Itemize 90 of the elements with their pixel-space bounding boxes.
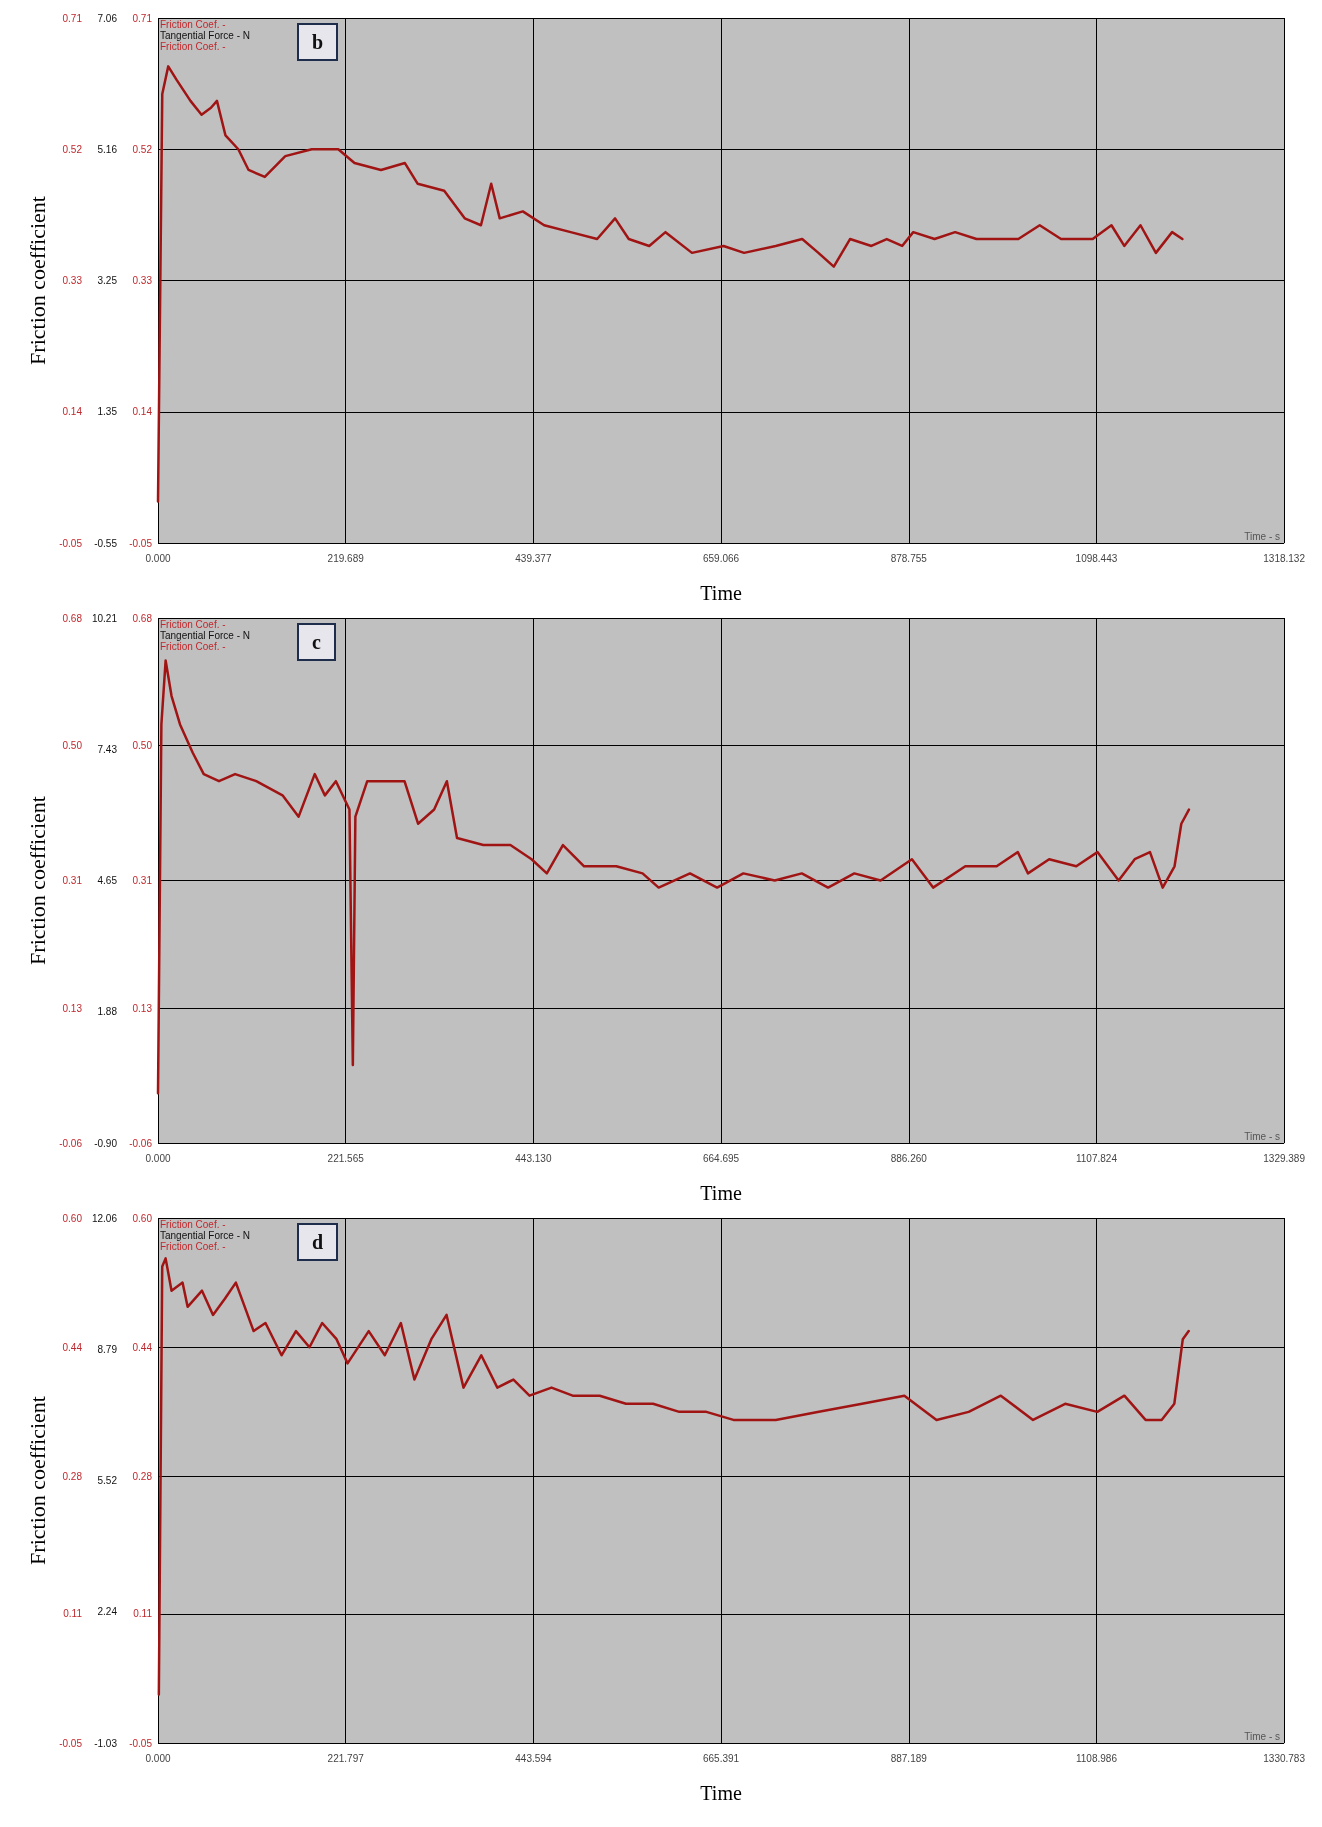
y-tick-label: 0.71	[62, 12, 83, 24]
y2-tick-label: 7.06	[97, 12, 118, 24]
y2-tick-label: 7.43	[97, 743, 118, 755]
y-tick-label: 0.50	[62, 740, 83, 752]
y-tick-label: 0.28	[62, 1470, 83, 1482]
y2-tick-label: 12.06	[91, 1212, 118, 1224]
x-tick-label: 1330.783	[1263, 1752, 1306, 1764]
text: c	[312, 631, 321, 653]
x-tick-label: 0.000	[145, 1752, 171, 1764]
y-tick-label: 0.13	[62, 1002, 83, 1014]
y-axis-title: Friction coefficient	[24, 1396, 50, 1565]
y3-tick-label: 0.52	[132, 143, 153, 155]
annotation: Tangential Force - N	[160, 29, 251, 41]
line-series	[156, 659, 1191, 1095]
y3-tick-label: 0.50	[132, 740, 153, 752]
y-tick-label: -0.06	[59, 1137, 83, 1149]
y-tick-label: 0.52	[62, 143, 83, 155]
y2-tick-label: -0.55	[94, 537, 118, 549]
y-tick-label: 0.31	[62, 875, 83, 886]
y3-tick-label: 0.60	[132, 1212, 153, 1224]
annotation: Time - s	[1244, 1730, 1281, 1742]
y2-tick-label: 2.24	[97, 1606, 118, 1618]
line-series	[157, 1257, 1190, 1696]
x-tick-label: 1108.986	[1075, 1752, 1118, 1764]
x-tick-label: 221.565	[327, 1152, 365, 1164]
y3-tick-label: 0.14	[132, 406, 153, 418]
y3-tick-label: -0.05	[129, 1737, 153, 1749]
x-tick-label: 665.391	[702, 1752, 740, 1764]
y2-tick-label: -1.03	[94, 1737, 118, 1749]
x-tick-label: 664.695	[703, 1152, 740, 1164]
y2-tick-label: 3.25	[97, 275, 118, 287]
y2-tick-label: 8.79	[97, 1343, 118, 1355]
x-axis-title: Time	[700, 1182, 742, 1204]
annotation: Friction Coef. -	[160, 640, 226, 652]
text: b	[312, 31, 324, 53]
annotation: Friction Coef. -	[160, 1218, 226, 1230]
x-tick-label: 0.000	[145, 1152, 171, 1164]
y-tick-label: 0.33	[62, 275, 83, 286]
annotation: Friction Coef. -	[160, 18, 226, 30]
x-tick-label: 886.260	[890, 1152, 928, 1164]
x-axis-title: Time	[700, 1782, 742, 1804]
y3-tick-label: 0.68	[132, 612, 153, 624]
y2-tick-label: -0.90	[94, 1137, 118, 1149]
x-tick-label: 443.130	[515, 1152, 552, 1164]
annotation: Time - s	[1244, 530, 1281, 542]
x-tick-label: 878.755	[890, 552, 928, 564]
y3-tick-label: 0.44	[132, 1341, 153, 1353]
y3-tick-label: 0.31	[132, 875, 153, 886]
y2-tick-label: 4.65	[97, 875, 118, 887]
x-tick-label: 0.000	[145, 552, 171, 564]
x-tick-label: 1329.389	[1263, 1152, 1306, 1164]
y-tick-label: 0.68	[62, 612, 83, 624]
annotation: Friction Coef. -	[160, 1240, 226, 1252]
y2-tick-label: 1.35	[97, 406, 118, 418]
x-tick-label: 219.689	[327, 552, 365, 564]
x-tick-label: 1107.824	[1075, 1152, 1118, 1164]
y2-tick-label: 5.52	[97, 1474, 118, 1486]
x-tick-label: 443.594	[515, 1752, 552, 1764]
x-tick-label: 221.797	[327, 1752, 365, 1764]
y-tick-label: -0.05	[59, 537, 83, 549]
y-tick-label: 0.44	[62, 1341, 83, 1353]
x-axis-title: Time	[700, 582, 742, 604]
x-tick-label: 887.189	[890, 1752, 928, 1764]
y3-tick-label: 0.11	[133, 1608, 153, 1620]
y-tick-label: 0.60	[62, 1212, 83, 1224]
text: d	[312, 1231, 324, 1253]
y2-tick-label: 10.21	[91, 612, 118, 624]
y-tick-label: 0.14	[62, 406, 83, 418]
y3-tick-label: 0.71	[132, 12, 153, 24]
x-tick-label: 1098.443	[1075, 552, 1118, 564]
y-axis-title: Friction coefficient	[24, 796, 50, 965]
line-series	[156, 65, 1184, 503]
x-tick-label: 439.377	[515, 552, 552, 564]
y-axis-title: Friction coefficient	[24, 196, 50, 365]
annotation: Time - s	[1244, 1130, 1281, 1142]
y-tick-label: 0.11	[63, 1608, 83, 1620]
annotation: Friction Coef. -	[160, 618, 226, 630]
y-tick-label: -0.05	[59, 1737, 83, 1749]
y3-tick-label: -0.05	[129, 537, 153, 549]
annotation: Friction Coef. -	[160, 40, 226, 52]
y3-tick-label: 0.33	[132, 275, 153, 286]
y2-tick-label: 5.16	[97, 143, 118, 155]
annotation: Tangential Force - N	[160, 629, 251, 641]
y3-tick-label: -0.06	[129, 1137, 153, 1149]
y3-tick-label: 0.13	[132, 1002, 153, 1014]
annotation: Tangential Force - N	[160, 1229, 251, 1241]
y3-tick-label: 0.28	[132, 1470, 153, 1482]
y2-tick-label: 1.88	[97, 1006, 118, 1018]
x-tick-label: 659.066	[702, 552, 740, 564]
x-tick-label: 1318.132	[1263, 552, 1306, 564]
